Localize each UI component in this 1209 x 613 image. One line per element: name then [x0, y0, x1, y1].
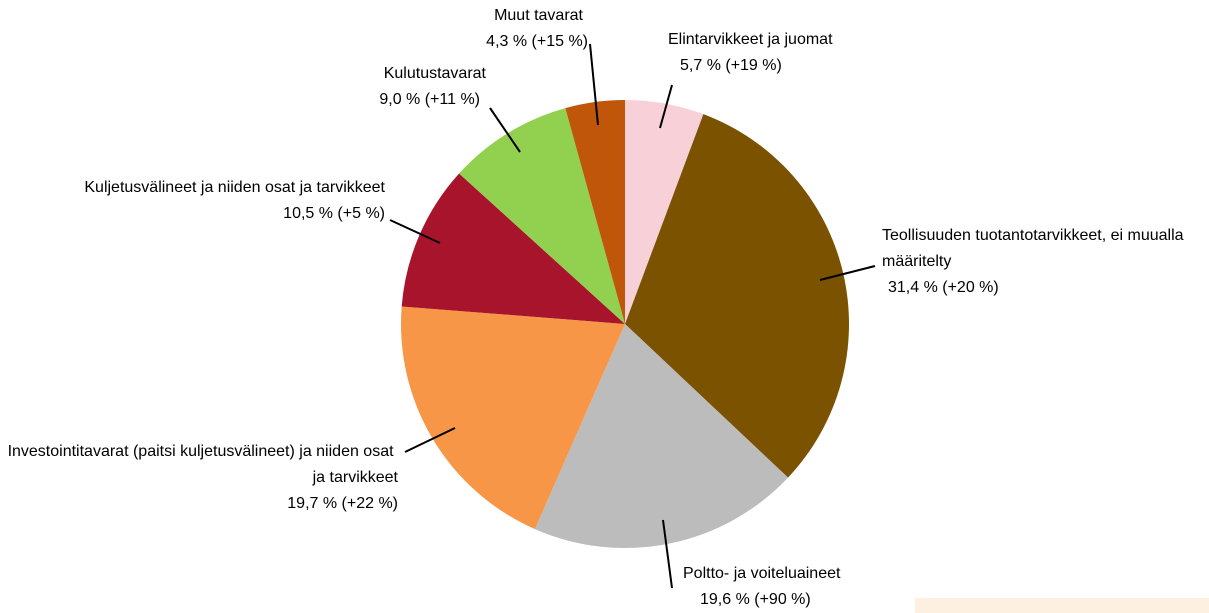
slice-label: Muut tavarat: [494, 7, 583, 24]
leader-line: [589, 43, 599, 126]
slice-label: Poltto- ja voiteluaineet: [683, 565, 841, 582]
leader-line: [489, 107, 521, 153]
leader-line: [659, 84, 673, 129]
slice-label: Elintarvikkeet ja juomat: [668, 31, 833, 48]
pie-slice: [459, 108, 625, 324]
pie-slice: [565, 100, 625, 324]
leader-line: [662, 519, 673, 589]
value-label: 5,7 % (+19 %): [680, 57, 782, 74]
slice-label: Kulutustavarat: [384, 65, 487, 82]
leader-line: [819, 265, 876, 281]
slice-label: Investointitavarat (paitsi kuljetusvälin…: [8, 443, 399, 486]
value-label: 19,7 % (+22 %): [287, 495, 398, 512]
value-label: 31,4 % (+20 %): [888, 279, 999, 296]
pie-slice: [625, 100, 704, 324]
pie-slice: [534, 324, 789, 548]
pie-slice: [401, 173, 625, 324]
value-label: 4,3 % (+15 %): [486, 33, 588, 50]
slice-label: Teollisuuden tuotantotarvikkeet, ei muua…: [882, 227, 1188, 270]
pie-slice: [401, 306, 625, 530]
value-label: 9,0 % (+11 %): [379, 91, 480, 108]
pie-slice: [625, 114, 850, 478]
leader-line: [404, 427, 456, 453]
leader-line: [389, 219, 441, 244]
value-label: 10,5 % (+5 %): [283, 205, 385, 222]
slice-label: Kuljetusvälineet ja niiden osat ja tarvi…: [84, 179, 385, 196]
value-label: 19,6 % (+90 %): [700, 591, 811, 608]
decor-box: [915, 598, 1209, 613]
